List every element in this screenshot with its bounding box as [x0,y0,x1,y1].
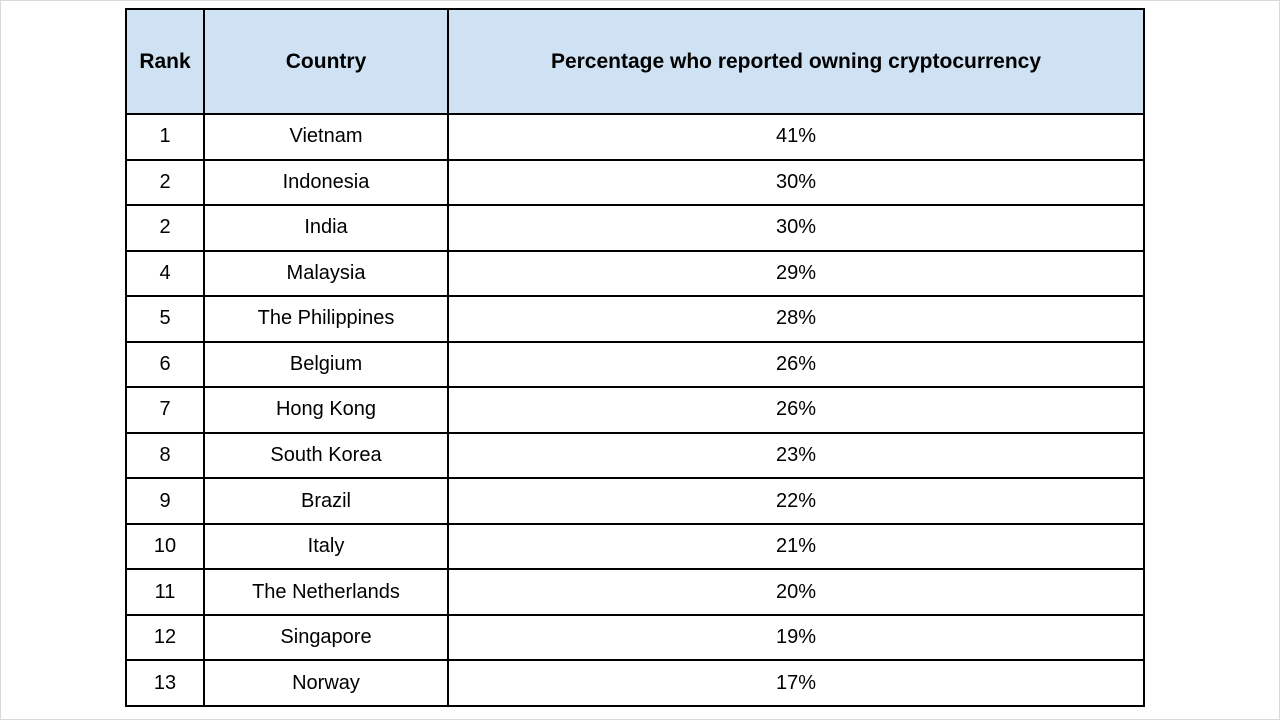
rank-cell: 10 [125,522,205,571]
rank-cell: 2 [125,158,205,207]
rank-cell: 13 [125,659,205,707]
percentage-cell: 20% [447,568,1145,616]
table-body: 1 Vietnam 41% 2 Indonesia 30% 2 India 30% 4 Malays… [125,113,1145,707]
rank-cell: 12 [125,613,205,662]
rank-cell: 8 [125,431,205,480]
country-column-header: Country [203,8,449,115]
country-cell: Singapore [203,613,449,662]
percentage-cell: 22% [447,477,1145,525]
rank-cell: 6 [125,340,205,389]
country-cell: Malaysia [203,249,449,298]
country-cell: South Korea [203,431,449,480]
percentage-column-header: Percentage who reported owning cryptocur… [447,8,1145,115]
rank-cell: 1 [125,113,205,161]
rank-cell: 9 [125,477,205,525]
header-row: Rank Country Percentage who reported own… [125,8,1145,115]
percentage-cell: 29% [447,249,1145,298]
percentage-cell: 26% [447,386,1145,434]
table-row: 2 India 30% [125,204,1145,252]
table-row: 9 Brazil 22% [125,477,1145,525]
country-cell: India [203,204,449,252]
country-cell: The Netherlands [203,568,449,616]
table-row: 8 South Korea 23% [125,431,1145,480]
country-cell: Brazil [203,477,449,525]
table-row: 6 Belgium 26% [125,340,1145,389]
rank-cell: 5 [125,295,205,343]
country-cell: The Philippines [203,295,449,343]
country-cell: Belgium [203,340,449,389]
table-row: 5 The Philippines 28% [125,295,1145,343]
percentage-cell: 21% [447,522,1145,571]
percentage-cell: 28% [447,295,1145,343]
table-row: 11 The Netherlands 20% [125,568,1145,616]
percentage-cell: 23% [447,431,1145,480]
table-row: 13 Norway 17% [125,659,1145,707]
rank-cell: 2 [125,204,205,252]
percentage-cell: 30% [447,204,1145,252]
table-row: 10 Italy 21% [125,522,1145,571]
percentage-cell: 41% [447,113,1145,161]
country-cell: Vietnam [203,113,449,161]
table-row: 2 Indonesia 30% [125,158,1145,207]
rank-cell: 7 [125,386,205,434]
percentage-cell: 30% [447,158,1145,207]
table-row: 1 Vietnam 41% [125,113,1145,161]
country-cell: Indonesia [203,158,449,207]
crypto-ownership-table: Rank Country Percentage who reported own… [125,8,1145,707]
rank-cell: 11 [125,568,205,616]
country-cell: Italy [203,522,449,571]
country-cell: Hong Kong [203,386,449,434]
table-header: Rank Country Percentage who reported own… [125,8,1145,115]
country-cell: Norway [203,659,449,707]
rank-column-header: Rank [125,8,205,115]
rank-cell: 4 [125,249,205,298]
percentage-cell: 17% [447,659,1145,707]
table-row: 4 Malaysia 29% [125,249,1145,298]
percentage-cell: 26% [447,340,1145,389]
percentage-cell: 19% [447,613,1145,662]
table-row: 7 Hong Kong 26% [125,386,1145,434]
table-row: 12 Singapore 19% [125,613,1145,662]
